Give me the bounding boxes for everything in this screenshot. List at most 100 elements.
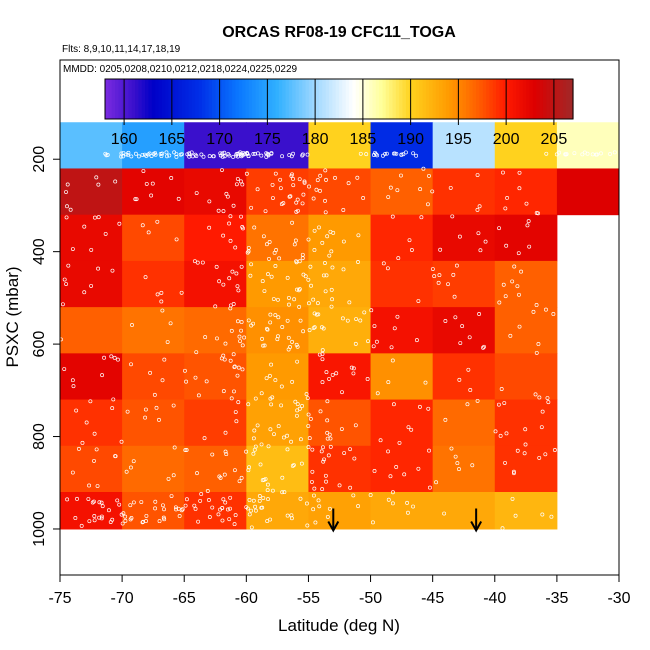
- observation-point: [140, 152, 145, 157]
- observation-point: [217, 279, 222, 284]
- colorbar-swatch: [552, 79, 557, 119]
- observation-point: [294, 413, 299, 418]
- observation-point: [466, 367, 471, 372]
- observation-point: [285, 447, 290, 452]
- colorbar-swatch: [522, 79, 527, 119]
- observation-point: [330, 297, 335, 302]
- observation-point: [66, 263, 71, 268]
- observation-point: [154, 405, 159, 410]
- arrow-head: [470, 521, 483, 533]
- colorbar-swatch: [201, 79, 206, 119]
- observation-point: [192, 503, 197, 508]
- colorbar-swatch: [556, 79, 561, 119]
- observation-point: [300, 404, 305, 408]
- colorbar-swatch: [198, 79, 203, 119]
- observation-point: [423, 380, 428, 385]
- observation-point: [282, 490, 287, 495]
- colorbar-swatch: [308, 79, 313, 119]
- observation-point: [214, 264, 219, 269]
- observation-point: [239, 328, 244, 333]
- observation-point: [517, 292, 521, 297]
- observation-point: [267, 373, 272, 378]
- observation-point: [96, 182, 101, 187]
- colorbar-swatch: [168, 79, 173, 119]
- observation-point: [162, 507, 166, 512]
- observation-point: [460, 324, 465, 329]
- colorbar-swatch: [155, 79, 160, 119]
- observation-point: [552, 448, 557, 452]
- observation-point: [392, 326, 397, 331]
- observation-point: [123, 514, 128, 519]
- observation-point: [320, 487, 325, 492]
- colorbar-swatch: [111, 79, 116, 119]
- observation-point: [273, 264, 278, 268]
- observation-point: [215, 336, 219, 341]
- observation-point: [519, 269, 524, 274]
- colorbar-swatch: [379, 79, 384, 119]
- observation-point: [244, 171, 249, 176]
- observation-point: [331, 230, 336, 235]
- observation-point: [327, 376, 332, 381]
- observation-point: [124, 469, 129, 474]
- observation-point: [227, 276, 232, 281]
- observation-point: [169, 176, 174, 180]
- observation-point: [533, 392, 538, 397]
- colorbar-swatch: [365, 79, 370, 119]
- observation-point: [268, 320, 273, 325]
- observation-point: [206, 497, 211, 502]
- observation-point: [305, 152, 310, 157]
- heat-cell: [184, 353, 247, 401]
- observation-point: [458, 341, 463, 345]
- observation-point: [312, 247, 317, 252]
- observation-point: [309, 283, 313, 288]
- observation-point: [59, 337, 63, 342]
- observation-point: [334, 371, 339, 376]
- colorbar-swatch: [282, 79, 287, 119]
- observation-point: [211, 154, 216, 159]
- observation-point: [327, 432, 332, 437]
- observation-point: [564, 152, 569, 157]
- observation-point: [65, 182, 70, 187]
- colorbar-swatch: [165, 79, 170, 119]
- observation-point: [406, 425, 411, 430]
- observation-point: [228, 238, 233, 243]
- observation-point: [401, 152, 406, 157]
- colorbar-tick-label: 175: [254, 131, 281, 148]
- observation-point: [294, 200, 299, 205]
- observation-point: [82, 224, 87, 229]
- observation-point: [100, 373, 105, 378]
- observation-point: [121, 154, 125, 159]
- observation-point: [223, 341, 228, 346]
- observation-point: [450, 214, 455, 219]
- observation-point: [115, 498, 120, 503]
- colorbar-swatch: [258, 79, 263, 119]
- observation-point: [220, 168, 224, 172]
- colorbar-swatch: [215, 79, 220, 119]
- observation-point: [323, 198, 327, 203]
- observation-point: [235, 284, 240, 289]
- observation-point: [221, 282, 226, 287]
- observation-point: [270, 488, 275, 493]
- observation-point: [318, 173, 323, 178]
- colorbar-swatch: [405, 79, 410, 119]
- observation-point: [133, 151, 138, 156]
- observation-point: [403, 150, 408, 155]
- observation-point: [373, 150, 377, 155]
- observation-point: [95, 484, 100, 488]
- observation-point: [392, 151, 397, 156]
- colorbar-swatch: [262, 79, 267, 119]
- observation-point: [499, 387, 504, 391]
- observation-point: [323, 168, 328, 173]
- observation-point: [196, 393, 201, 398]
- observation-point: [228, 495, 233, 500]
- observation-point: [266, 272, 270, 277]
- observation-point: [405, 500, 410, 505]
- heat-cell: [60, 399, 123, 447]
- observation-point: [301, 329, 306, 334]
- observation-point: [517, 324, 522, 329]
- observation-point: [446, 282, 451, 287]
- heat-cell: [494, 260, 558, 308]
- heat-cell: [494, 214, 558, 262]
- observation-point: [295, 402, 300, 407]
- observation-point: [210, 452, 215, 457]
